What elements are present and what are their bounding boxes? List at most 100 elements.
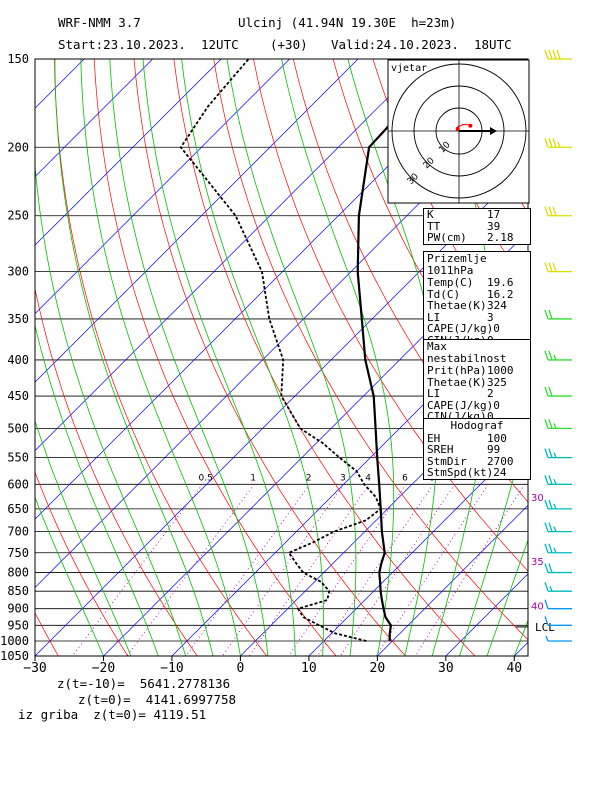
- max-instability-value: 0: [493, 398, 500, 412]
- max-instability-label: Prit(hPa): [427, 364, 487, 377]
- wind-barb: [544, 49, 572, 60]
- pressure-tick-label: 800: [7, 566, 29, 580]
- wind-barb-flag: [552, 49, 557, 60]
- station-label: Ulcinj (41.94N 19.30E h=23m): [238, 15, 457, 30]
- moist-adiabat: [109, 59, 269, 656]
- index-value: 2.18: [487, 231, 514, 244]
- dry-adiabat: [173, 59, 476, 656]
- lcl-label: LCL: [535, 621, 555, 634]
- isotherm: [308, 436, 528, 656]
- hodograph-value: 100: [487, 431, 507, 445]
- wind-barb-flag: [548, 563, 553, 573]
- wind-barb-flag: [548, 475, 553, 485]
- surface-title: Prizemlje 1011hPa: [427, 252, 487, 277]
- surface-label: CAPE(J/kg): [427, 322, 494, 335]
- wind-barb-flag: [548, 419, 553, 429]
- max-instability-row: Thetae(K) 325: [424, 376, 530, 389]
- mixing-ratio-line: [248, 484, 370, 656]
- wind-barb: [544, 350, 572, 361]
- hodograph-start-dot: [455, 126, 460, 131]
- dry-adiabat: [253, 59, 528, 572]
- wind-barb-flag: [548, 448, 553, 458]
- hodograph-end-dot: [468, 123, 473, 128]
- wind-barb: [544, 309, 572, 320]
- wind-barb-half: [549, 585, 553, 592]
- surface-row: Thetae(K) 324: [424, 300, 530, 312]
- isotherm: [445, 573, 528, 656]
- surface-row: Temp(C) 19.6: [424, 277, 530, 289]
- wind-barb-half: [557, 142, 561, 148]
- index-row: TT 39: [424, 219, 530, 233]
- temperature-tick-label: 20: [370, 661, 386, 676]
- mixing-ratio-label: 1: [250, 473, 256, 483]
- wind-barb: [544, 599, 572, 610]
- max-instability-row: CAPE(J/kg) 0: [424, 398, 530, 412]
- hodograph-row: EH 100: [424, 431, 530, 445]
- wind-barb-flag: [544, 616, 549, 626]
- wind-barb: [544, 522, 572, 533]
- surface-value: 324: [487, 299, 507, 312]
- mixing-ratio-line: [185, 484, 311, 656]
- dry-adiabat: [133, 59, 406, 656]
- dry-adiabat: [292, 59, 528, 503]
- isotherm: [35, 59, 222, 246]
- moist-adiabat: [142, 59, 296, 656]
- moist-adiabat-label: 35: [531, 557, 544, 568]
- mixing-ratio-label: 3: [340, 473, 346, 483]
- wind-barb: [545, 635, 572, 642]
- hodograph-row: StmSpd(kt) 24: [424, 467, 530, 479]
- wind-barb-flag: [544, 49, 549, 60]
- mixing-ratio-line: [340, 484, 456, 656]
- max-instability-label: LI: [427, 387, 441, 400]
- surface-label: Temp(C): [427, 276, 474, 289]
- dry-adiabat: [54, 59, 267, 656]
- z-minus10: z(t=-10)= 5641.2778136: [57, 676, 231, 691]
- mixing-ratio-line: [288, 484, 407, 656]
- z-grib: iz griba z(t=0)= 4119.51: [18, 707, 207, 722]
- wind-barb-flag: [552, 206, 557, 216]
- surface-label: Td(C): [427, 287, 461, 301]
- wind-barb-half: [553, 354, 557, 361]
- moist-adiabat: [347, 59, 439, 656]
- wind-barb-half: [553, 423, 557, 429]
- wind-barb: [544, 616, 572, 626]
- wind-barb-flag: [544, 309, 549, 320]
- index-value: 17: [487, 208, 501, 221]
- wind-barb: [544, 386, 572, 397]
- moist-adiabat: [181, 59, 324, 656]
- index-label: TT: [427, 219, 441, 233]
- hodograph-value: 99: [487, 443, 501, 456]
- wind-barb-half: [545, 635, 549, 642]
- isotherm: [35, 59, 427, 452]
- surface-row: CAPE(J/kg) 0: [424, 323, 530, 335]
- wind-barb-flag: [548, 543, 553, 553]
- max-instability-label: CIN(J/kg): [427, 410, 487, 423]
- hodograph-panel: Hodograf EH 100 SREH 99 StmDir 2700 StmSpd(kt)…: [423, 418, 531, 480]
- model-label: WRF-NMM 3.7: [58, 15, 141, 30]
- mixing-ratio-label: 2: [306, 473, 312, 483]
- temperature-profile: [356, 59, 448, 642]
- pressure-tick-label: 1050: [0, 649, 29, 663]
- moist-adiabat: [35, 323, 159, 656]
- temperature-tick-label: 40: [506, 661, 522, 676]
- isotherm: [240, 367, 528, 656]
- wind-barb-flag: [544, 386, 549, 397]
- valid-label: Valid:24.10.2023. 18UTC: [331, 37, 512, 52]
- dry-adiabat: [213, 59, 528, 641]
- dry-adiabat: [35, 287, 198, 656]
- moist-adiabat: [35, 496, 104, 656]
- temperature-tick-label: 0: [237, 661, 245, 676]
- surface-value: 0: [493, 322, 500, 335]
- wind-barb-flag: [544, 563, 549, 573]
- wind-barb-flag: [544, 419, 549, 429]
- mixing-ratio-label: 0.5: [199, 473, 213, 483]
- surface-panel: Prizemlje 1011hPa Temp(C) 19.6 Td(C) 16.2 Th…: [423, 251, 531, 347]
- pressure-tick-label: 550: [7, 451, 29, 465]
- wind-barb-flag: [548, 309, 553, 320]
- index-label: PW(cm): [427, 231, 467, 244]
- max-instability-value: 1000: [487, 364, 514, 377]
- wind-barb-flag: [548, 49, 553, 60]
- wind-barb-flag: [548, 499, 553, 510]
- isotherm: [377, 504, 528, 656]
- surface-value: 3: [487, 310, 494, 324]
